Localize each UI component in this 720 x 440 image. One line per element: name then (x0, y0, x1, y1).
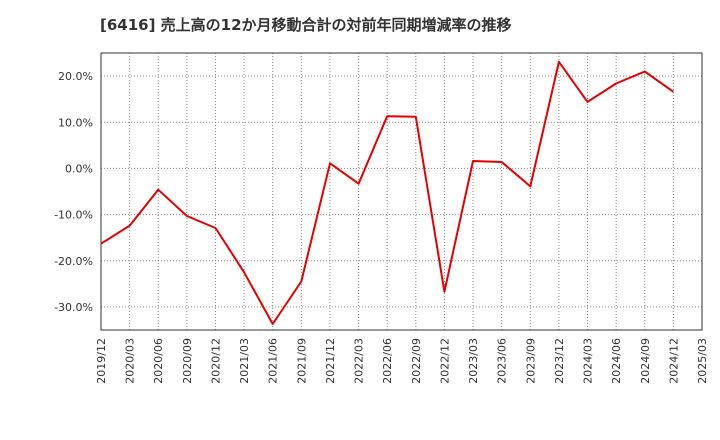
y-tick-label: -20.0% (54, 255, 93, 268)
x-tick-label: 2025/03 (696, 338, 709, 384)
x-tick-label: 2022/09 (410, 338, 423, 384)
y-tick-label: -30.0% (54, 301, 93, 314)
plot-frame (100, 52, 703, 331)
x-tick-label: 2023/09 (524, 338, 537, 384)
x-tick-label: 2019/12 (95, 338, 108, 384)
x-tick-label: 2021/06 (267, 338, 280, 384)
x-tick-label: 2023/03 (467, 338, 480, 384)
series-layer (100, 60, 674, 325)
x-tick-label: 2022/03 (353, 338, 366, 384)
x-tick-label: 2024/03 (582, 338, 595, 384)
y-tick-label: 0.0% (65, 162, 93, 175)
x-tick-label: 2022/12 (438, 338, 451, 384)
x-tick-label: 2024/12 (667, 338, 680, 384)
x-tick-label: 2020/12 (209, 338, 222, 384)
x-tick-label: 2022/06 (381, 338, 394, 384)
chart-title: [6416] 売上高の12か月移動合計の対前年同期増減率の推移 (100, 16, 512, 34)
plot-border (100, 52, 703, 331)
y-tick-label: 10.0% (58, 116, 93, 129)
series-line (100, 60, 674, 325)
grid (101, 53, 702, 330)
x-axis: 2019/12 2020/03 2020/06 2020/09 2020/12 2021/… (95, 338, 709, 384)
y-tick-label: -10.0% (54, 209, 93, 222)
x-tick-label: 2020/09 (181, 338, 194, 384)
x-tick-label: 2020/06 (152, 338, 165, 384)
x-tick-label: 2021/12 (324, 338, 337, 384)
y-axis: -30.0% -20.0% -10.0% 0.0% 10.0% 20.0% (54, 70, 93, 314)
x-tick-label: 2024/09 (639, 338, 652, 384)
x-tick-label: 2021/09 (295, 338, 308, 384)
x-tick-label: 2023/12 (553, 338, 566, 384)
y-tick-label: 20.0% (58, 70, 93, 83)
x-tick-label: 2021/03 (238, 338, 251, 384)
x-tick-label: 2024/06 (610, 338, 623, 384)
x-tick-label: 2020/03 (124, 338, 137, 384)
x-tick-label: 2023/06 (496, 338, 509, 384)
